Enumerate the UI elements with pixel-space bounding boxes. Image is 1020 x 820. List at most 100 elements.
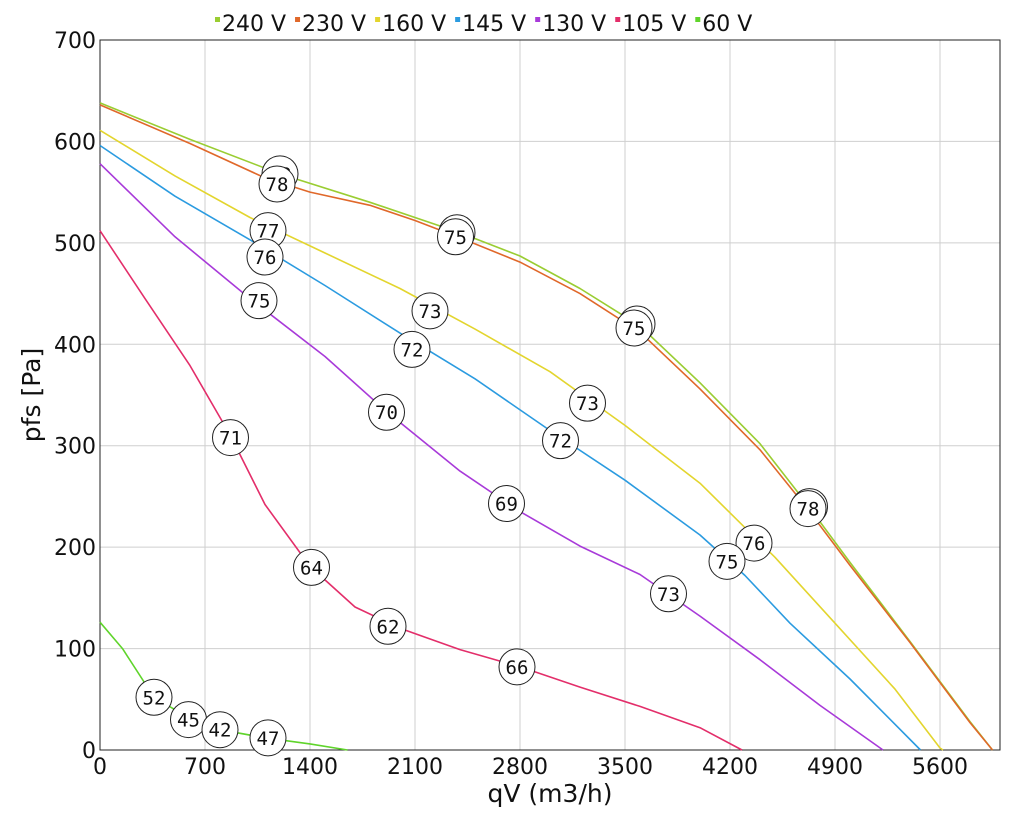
marker-circle: [258, 165, 296, 203]
marker-circle: [368, 393, 405, 431]
marker-label: 73: [657, 584, 680, 606]
legend-label: 145 V: [462, 12, 526, 37]
marker-label: 75: [716, 551, 739, 573]
x-tick-label: 2100: [387, 755, 443, 780]
y-tick-label: 500: [54, 232, 96, 257]
marker-label: 45: [177, 710, 200, 732]
marker-circle: [240, 282, 278, 320]
marker-circle: [135, 678, 173, 716]
marker-label: 75: [248, 291, 271, 313]
legend-item: 230 V: [295, 12, 366, 37]
efficiency-marker: 42: [201, 711, 239, 749]
legend-label: 60 V: [702, 12, 752, 37]
x-axis-title: qV (m3/h): [488, 779, 613, 808]
y-tick-label: 200: [54, 536, 96, 561]
marker-label: 77: [257, 221, 280, 243]
efficiency-marker: 75: [615, 309, 653, 347]
marker-label: 75: [444, 227, 467, 249]
x-tick-label: 0: [93, 755, 107, 780]
x-tick-label: 3500: [597, 755, 653, 780]
marker-circle: [249, 719, 287, 757]
marker-label: 69: [495, 494, 518, 516]
efficiency-marker: 72: [393, 330, 431, 368]
marker-label: 66: [506, 657, 529, 679]
marker-circle: [569, 384, 606, 422]
x-tick-label: 4900: [807, 755, 863, 780]
y-tick-label: 100: [54, 638, 96, 663]
marker-label: 78: [266, 174, 289, 196]
marker-circle: [369, 607, 407, 645]
marker-circle: [201, 711, 239, 749]
marker-circle: [411, 292, 449, 330]
x-tick-label: 2800: [492, 755, 548, 780]
efficiency-marker: 75: [708, 542, 746, 580]
efficiency-marker: 66: [498, 648, 536, 686]
y-tick-label: 0: [82, 739, 96, 764]
y-axis-title: pfs [Pa]: [17, 348, 46, 442]
efficiency-marker: 78: [789, 490, 827, 528]
efficiency-marker: 76: [246, 238, 284, 276]
chart-grid: [99, 39, 1000, 751]
legend-swatch: [615, 17, 621, 22]
x-tick-label: 4200: [702, 755, 758, 780]
legend-label: 160 V: [382, 12, 446, 37]
marker-circle: [293, 548, 330, 586]
marker-label: 64: [300, 557, 323, 579]
marker-label: 72: [549, 431, 572, 453]
y-tick-label: 300: [54, 435, 96, 460]
legend-swatch: [455, 17, 461, 22]
efficiency-marker: 73: [650, 575, 687, 613]
efficiency-marker: 72: [542, 422, 579, 460]
efficiency-marker: 71: [212, 419, 249, 457]
y-tick-label: 600: [54, 130, 96, 155]
legend-label: 230 V: [302, 12, 366, 37]
efficiency-marker: 73: [411, 292, 449, 330]
plot-area-frame: [99, 39, 1001, 751]
y-axis-ticks: 0 100 200 300 400 500 600 700: [54, 29, 96, 764]
marker-label: 62: [377, 616, 400, 638]
marker-label: 72: [401, 339, 424, 361]
legend: 240 V 230 V 160 V 145 V 130 V 105 V 60 V: [215, 12, 752, 37]
y-tick-label: 400: [54, 333, 96, 358]
marker-circle: [246, 238, 284, 276]
legend-item: 145 V: [455, 12, 526, 37]
legend-swatch: [295, 17, 301, 22]
marker-label: 78: [797, 499, 820, 521]
efficiency-marker: 76: [735, 524, 773, 562]
legend-swatch: [215, 17, 220, 22]
marker-circle: [212, 419, 249, 457]
efficiency-marker: 75: [437, 218, 474, 256]
marker-label: 73: [576, 393, 599, 415]
marker-circle: [615, 309, 653, 347]
efficiency-marker: 47: [249, 719, 287, 757]
marker-label: 42: [209, 720, 232, 742]
legend-item: 60 V: [695, 12, 752, 37]
efficiency-marker: 64: [293, 548, 330, 586]
marker-circle: [393, 330, 431, 368]
marker-label: 75: [623, 318, 646, 340]
efficiency-marker: 69: [488, 485, 525, 523]
x-axis-ticks: 0 700 1400 2100 2800 3500 4200 4900 5600: [93, 755, 968, 780]
x-tick-label: 1400: [282, 755, 338, 780]
legend-item: 130 V: [535, 12, 606, 37]
legend-label: 105 V: [622, 12, 686, 37]
legend-item: 240 V: [215, 12, 286, 37]
marker-label: 71: [219, 428, 242, 450]
marker-circle: [542, 422, 579, 460]
y-tick-label: 700: [54, 29, 96, 54]
marker-circle: [437, 218, 474, 256]
marker-circle: [708, 542, 746, 580]
marker-label: 76: [743, 533, 766, 555]
legend-swatch: [535, 17, 541, 22]
efficiency-marker: 73: [569, 384, 606, 422]
legend-swatch: [375, 17, 381, 22]
marker-circle: [488, 485, 525, 523]
x-tick-label: 5600: [912, 755, 968, 780]
legend-item: 105 V: [615, 12, 686, 37]
efficiency-marker: 78: [258, 165, 296, 203]
legend-item: 160 V: [375, 12, 446, 37]
efficiency-marker: 75: [240, 282, 278, 320]
marker-label: 73: [419, 301, 442, 323]
marker-label: 52: [143, 687, 166, 709]
